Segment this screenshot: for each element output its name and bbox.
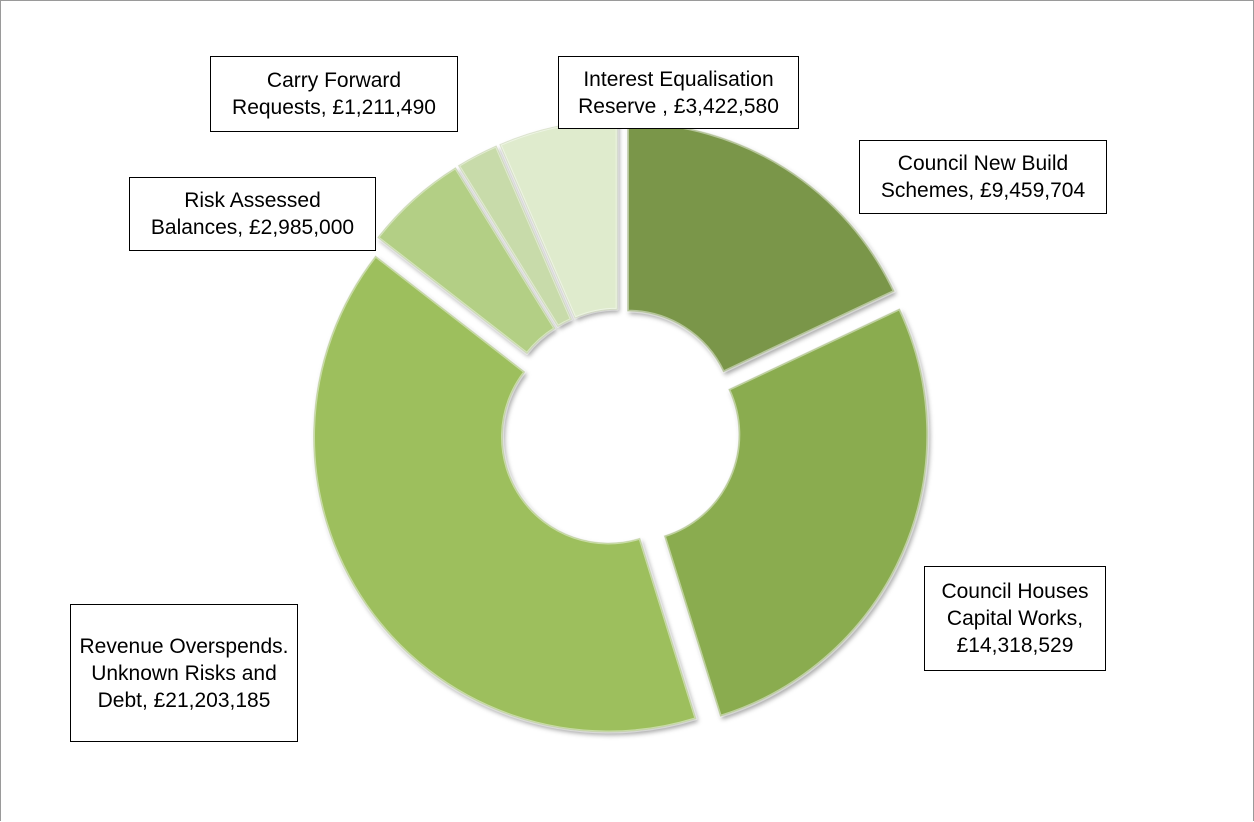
slice-fill	[457, 145, 573, 328]
data-label-text: Risk Assessed Balances, £2,985,000	[150, 189, 355, 239]
data-label-text: Carry Forward Requests, £1,211,490	[232, 69, 436, 119]
slices-layer	[312, 118, 930, 734]
data-label-text: Revenue Overspends. Unknown Risks and De…	[79, 634, 289, 712]
slice-bevel	[625, 120, 896, 374]
slice-council-houses-capital-works	[662, 307, 930, 718]
slice-fill	[626, 121, 895, 373]
data-label-interest-equalisation: Interest Equalisation Reserve , £3,422,5…	[558, 56, 799, 129]
slice-bevel	[662, 307, 930, 718]
slice-fill	[663, 308, 929, 717]
slice-carry-forward-requests	[456, 144, 573, 328]
slice-risk-assessed-balances	[376, 166, 557, 356]
slice-council-new-build-schemes	[625, 120, 896, 374]
data-label-council-houses-capital: Council Houses Capital Works, £14,318,52…	[924, 566, 1106, 671]
slice-bevel	[312, 254, 698, 734]
slice-revenue-overspends-unknown-risks-and-debt	[312, 254, 698, 734]
slice-bevel	[456, 144, 573, 328]
data-label-carry-forward: Carry Forward Requests, £1,211,490	[210, 56, 458, 132]
data-label-text: Council New Build Schemes, £9,459,704	[880, 152, 1086, 202]
data-label-council-new-build: Council New Build Schemes, £9,459,704	[859, 140, 1107, 214]
data-label-risk-assessed: Risk Assessed Balances, £2,985,000	[129, 177, 376, 251]
slice-bevel	[376, 166, 557, 356]
slice-fill	[377, 166, 556, 355]
data-label-text: Interest Equalisation Reserve , £3,422,5…	[578, 67, 779, 118]
data-label-revenue-overspends: Revenue Overspends. Unknown Risks and De…	[70, 604, 298, 742]
slice-fill	[313, 255, 697, 733]
data-label-text: Council Houses Capital Works, £14,318,52…	[941, 580, 1089, 657]
